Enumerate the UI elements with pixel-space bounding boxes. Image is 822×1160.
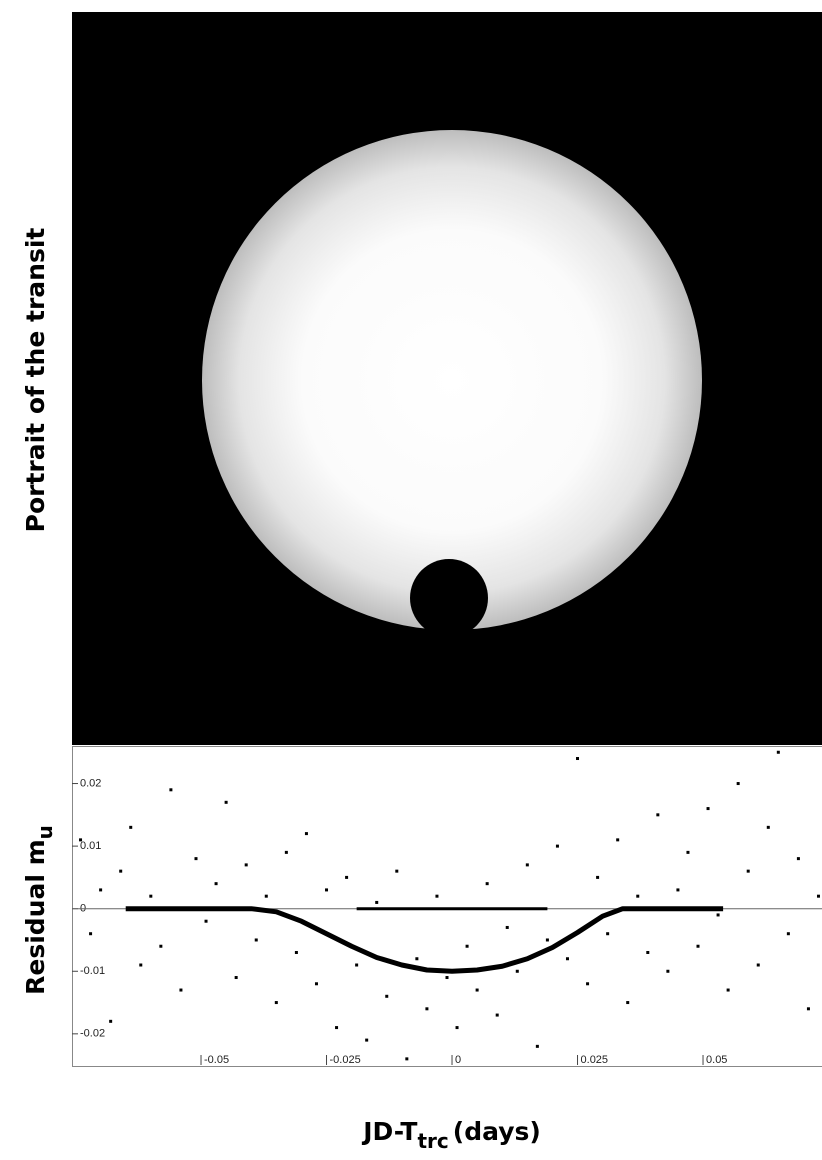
data-point	[194, 857, 198, 861]
x-tick-label: -0.025	[330, 1054, 361, 1066]
data-point	[586, 982, 590, 986]
data-point	[545, 938, 549, 942]
y-tick-label: -0.01	[80, 965, 105, 977]
data-point	[555, 844, 559, 848]
x-title-unit: (days)	[453, 1117, 541, 1146]
x-tick-label: 0.025	[581, 1054, 609, 1066]
data-point	[716, 913, 720, 917]
data-point	[139, 963, 143, 967]
data-point	[435, 894, 439, 898]
data-point	[99, 888, 103, 892]
y-axis-title: Residual mu	[21, 825, 57, 995]
data-point	[345, 875, 349, 879]
data-point	[626, 1001, 630, 1005]
data-point	[234, 976, 238, 980]
data-point	[274, 1001, 278, 1005]
data-point	[224, 800, 228, 804]
x-title-main: JD-T	[361, 1117, 417, 1146]
data-point	[169, 788, 173, 792]
y-title-sub: u	[33, 825, 57, 839]
data-point	[79, 838, 83, 842]
data-point	[495, 1013, 499, 1017]
data-point	[736, 782, 740, 786]
data-point	[385, 994, 389, 998]
data-point	[666, 969, 670, 973]
y-title-main: Residual m	[21, 839, 50, 995]
data-point	[335, 1026, 339, 1030]
data-point	[179, 988, 183, 992]
data-point	[636, 894, 640, 898]
portrait-label: Portrait of the transit	[21, 228, 50, 533]
x-tick-label: 0.05	[706, 1054, 727, 1066]
data-point	[606, 932, 610, 936]
data-point	[214, 882, 218, 886]
data-point	[786, 932, 790, 936]
data-point	[776, 750, 780, 754]
data-point	[109, 1019, 113, 1023]
data-point	[706, 807, 710, 811]
y-tick-label: -0.02	[80, 1028, 105, 1040]
data-point	[244, 863, 248, 867]
data-point	[766, 825, 770, 829]
data-point	[129, 825, 133, 829]
y-tick-label: 0.02	[80, 777, 101, 789]
data-point	[565, 957, 569, 961]
data-point	[405, 1057, 409, 1061]
data-point	[596, 875, 600, 879]
x-title-sub: trc	[417, 1129, 448, 1153]
data-point	[515, 969, 519, 973]
data-point	[816, 894, 820, 898]
star	[202, 130, 702, 630]
data-point	[455, 1026, 459, 1030]
model-line	[125, 906, 724, 974]
data-point	[119, 869, 123, 873]
planet	[410, 559, 488, 637]
data-point	[646, 950, 650, 954]
x-tick-label: 0	[455, 1054, 461, 1066]
data-point	[284, 850, 288, 854]
data-point	[325, 888, 329, 892]
data-point	[254, 938, 258, 942]
data-point	[425, 1007, 429, 1011]
y-tick-label: 0.01	[80, 840, 101, 852]
data-point	[576, 757, 580, 761]
data-point	[294, 950, 298, 954]
plot: 0.020.010-0.01-0.02-0.05 -0.025 0 0.025 0.05	[72, 750, 822, 1066]
data-point	[656, 813, 660, 817]
data-point	[485, 882, 489, 886]
data-point	[726, 988, 730, 992]
data-point	[415, 957, 419, 961]
data-point	[696, 944, 700, 948]
data-point	[686, 850, 690, 854]
data-point	[365, 1038, 369, 1042]
x-axis-title: JD-Ttrc (days)	[361, 1117, 541, 1153]
data-point	[264, 894, 268, 898]
data-point	[806, 1007, 810, 1011]
data-point	[475, 988, 479, 992]
data-point	[616, 838, 620, 842]
data-point	[465, 944, 469, 948]
data-point	[314, 982, 318, 986]
data-point	[756, 963, 760, 967]
data-point	[525, 863, 529, 867]
data-point	[304, 832, 308, 836]
x-tick-label: -0.05	[204, 1054, 229, 1066]
data-point	[204, 919, 208, 923]
data-point	[535, 1044, 539, 1048]
data-point	[676, 888, 680, 892]
data-point	[89, 932, 93, 936]
data-point	[796, 857, 800, 861]
data-point	[505, 925, 509, 929]
data-point	[355, 963, 359, 967]
data-point	[159, 944, 163, 948]
data-point	[395, 869, 399, 873]
data-point	[445, 976, 449, 980]
data-point	[149, 894, 153, 898]
data-point	[746, 869, 750, 873]
data-point	[375, 900, 379, 904]
